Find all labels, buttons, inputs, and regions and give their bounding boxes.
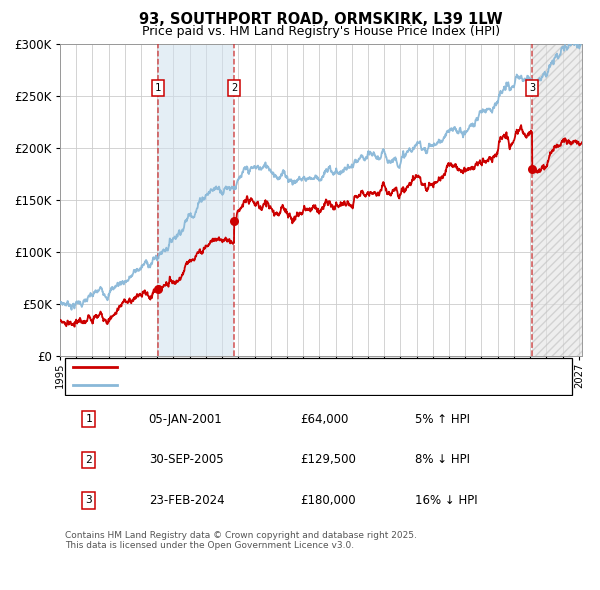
Text: 1: 1 bbox=[85, 414, 92, 424]
Text: 2: 2 bbox=[85, 455, 92, 465]
Text: £180,000: £180,000 bbox=[300, 494, 356, 507]
Text: HPI: Average price, semi-detached house, West Lancashire: HPI: Average price, semi-detached house,… bbox=[122, 381, 444, 391]
Text: 5% ↑ HPI: 5% ↑ HPI bbox=[415, 412, 470, 425]
Text: 16% ↓ HPI: 16% ↓ HPI bbox=[415, 494, 478, 507]
Text: 05-JAN-2001: 05-JAN-2001 bbox=[149, 412, 223, 425]
Text: 93, SOUTHPORT ROAD, ORMSKIRK, L39 1LW (semi-detached house): 93, SOUTHPORT ROAD, ORMSKIRK, L39 1LW (s… bbox=[122, 362, 493, 372]
Text: Contains HM Land Registry data © Crown copyright and database right 2025.
This d: Contains HM Land Registry data © Crown c… bbox=[65, 531, 417, 550]
Text: £129,500: £129,500 bbox=[300, 453, 356, 466]
Text: 2: 2 bbox=[231, 83, 238, 93]
Text: 93, SOUTHPORT ROAD, ORMSKIRK, L39 1LW: 93, SOUTHPORT ROAD, ORMSKIRK, L39 1LW bbox=[139, 12, 503, 27]
Text: 30-SEP-2005: 30-SEP-2005 bbox=[149, 453, 223, 466]
Text: 1: 1 bbox=[155, 83, 161, 93]
Bar bbox=[158, 44, 234, 356]
Text: 3: 3 bbox=[529, 83, 536, 93]
Text: Price paid vs. HM Land Registry's House Price Index (HPI): Price paid vs. HM Land Registry's House … bbox=[142, 25, 500, 38]
Bar bbox=[532, 44, 582, 356]
Text: 23-FEB-2024: 23-FEB-2024 bbox=[149, 494, 224, 507]
Text: 3: 3 bbox=[85, 496, 92, 506]
Text: £64,000: £64,000 bbox=[300, 412, 349, 425]
Text: 8% ↓ HPI: 8% ↓ HPI bbox=[415, 453, 470, 466]
